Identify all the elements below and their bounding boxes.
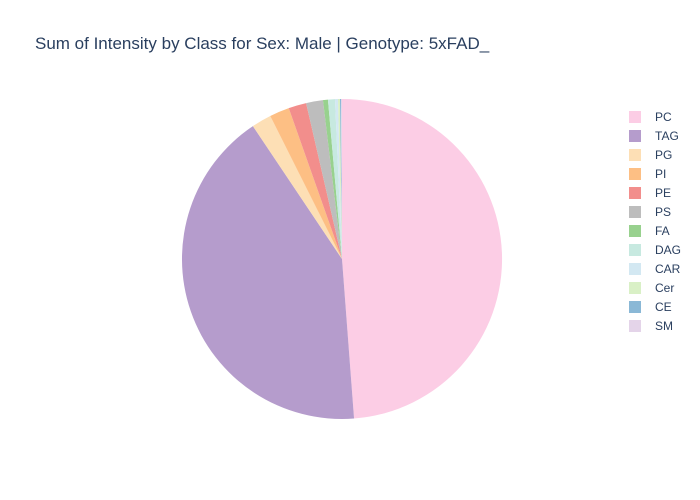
pie-slice-ps[interactable]	[306, 100, 342, 259]
legend-item-fa[interactable]: FA	[629, 221, 681, 240]
legend-item-cer[interactable]: Cer	[629, 278, 681, 297]
legend-swatch	[629, 110, 641, 123]
legend-item-ce[interactable]: CE	[629, 297, 681, 316]
pie-slice-sm[interactable]	[340, 98, 342, 259]
legend-swatch	[629, 281, 641, 294]
pie-slice-ce[interactable]	[339, 99, 342, 259]
legend-label: PE	[655, 185, 672, 200]
pie-slice-dag[interactable]	[327, 99, 342, 260]
pie-slice-tag[interactable]	[181, 126, 355, 420]
legend-swatch	[629, 167, 641, 180]
legend-label: Cer	[655, 280, 675, 295]
legend-item-car[interactable]: CAR	[629, 259, 681, 278]
legend-item-sm[interactable]: SM	[629, 316, 681, 335]
legend-label: CE	[655, 299, 672, 314]
legend-label: FA	[655, 223, 670, 238]
legend-label: PS	[655, 204, 672, 219]
legend-label: SM	[655, 318, 673, 333]
pie-slice-pg[interactable]	[252, 115, 342, 260]
pie-slice-car[interactable]	[334, 99, 342, 259]
legend-label: TAG	[655, 128, 679, 143]
legend-swatch	[629, 243, 641, 256]
legend-label: PC	[655, 109, 672, 124]
pie-slice-pi[interactable]	[270, 108, 342, 260]
legend-label: PG	[655, 147, 673, 162]
legend-swatch	[629, 129, 641, 142]
legend-label: PI	[655, 166, 667, 181]
legend-swatch	[629, 319, 641, 332]
pie-slices	[181, 98, 503, 420]
pie-slice-cer[interactable]	[337, 99, 342, 259]
legend-item-pe[interactable]: PE	[629, 183, 681, 202]
legend-swatch	[629, 224, 641, 237]
pie-slice-pe[interactable]	[288, 103, 342, 259]
legend-swatch	[629, 148, 641, 161]
legend-swatch	[629, 205, 641, 218]
legend-swatch	[629, 186, 641, 199]
legend-item-dag[interactable]: DAG	[629, 240, 681, 259]
legend-label: CAR	[655, 261, 681, 276]
pie-slice-pc[interactable]	[342, 98, 503, 419]
legend-swatch	[629, 262, 641, 275]
chart-title: Sum of Intensity by Class for Sex: Male …	[35, 34, 490, 53]
legend-label: DAG	[655, 242, 682, 257]
legend-item-pc[interactable]: PC	[629, 107, 681, 126]
legend-item-pg[interactable]: PG	[629, 145, 681, 164]
pie-slice-fa[interactable]	[322, 99, 342, 260]
legend-item-pi[interactable]: PI	[629, 164, 681, 183]
legend-item-tag[interactable]: TAG	[629, 126, 681, 145]
legend: PC TAG PG PI PE PS FA DAG CAR Cer CE SM	[629, 107, 681, 335]
legend-item-ps[interactable]: PS	[629, 202, 681, 221]
legend-swatch	[629, 300, 641, 313]
